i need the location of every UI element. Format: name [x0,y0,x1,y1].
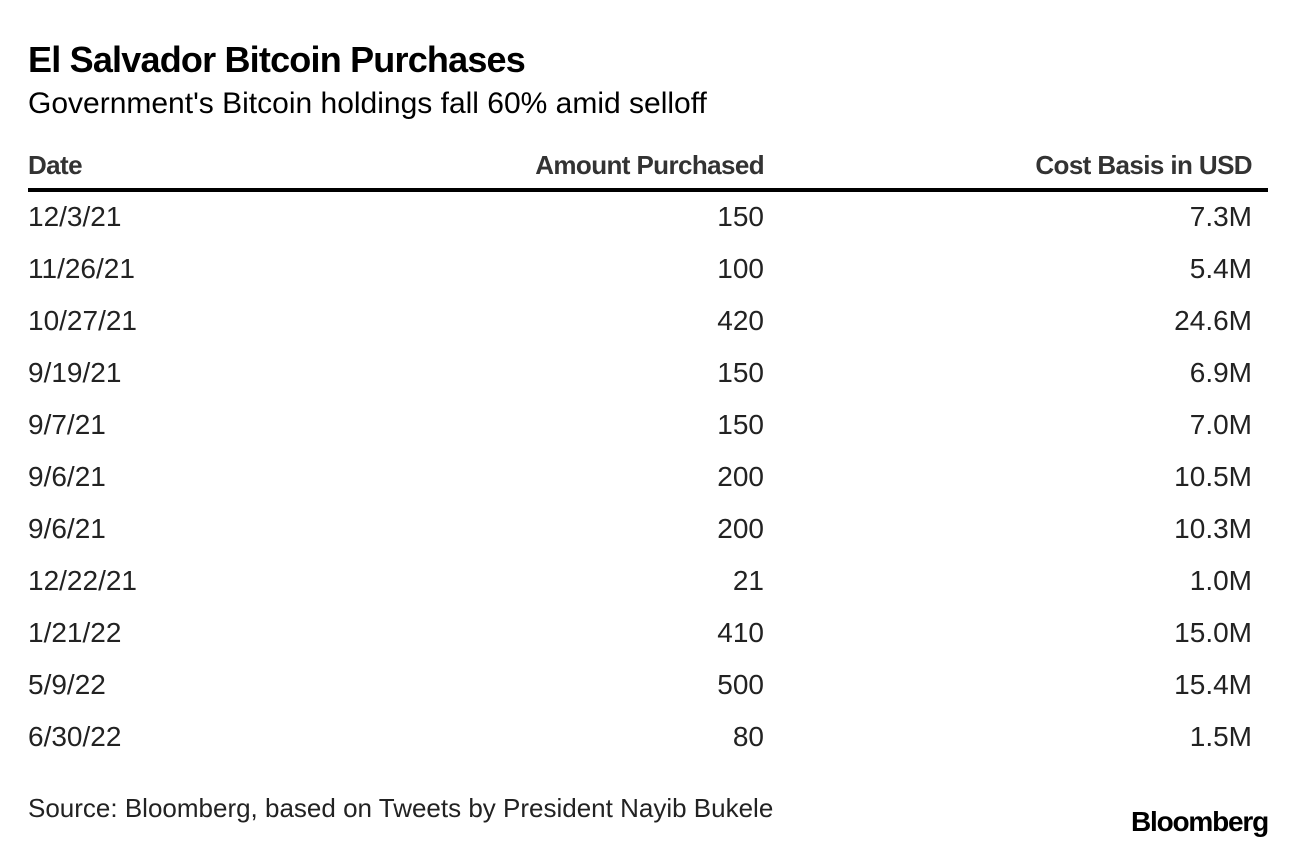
table-body: 12/3/21 150 7.3M 11/26/21 100 5.4M 10/27/21 420… [28,192,1268,764]
cell-amount-purchased: 410 [717,617,764,648]
table-header: Date Amount Purchased Cost Basis in USD [28,140,1268,192]
cell-cost-basis: 10.5M [1174,461,1252,492]
header-amount-purchased: Amount Purchased [535,150,764,180]
cell-cost-basis: 7.3M [1189,201,1252,232]
header-date: Date [28,150,83,180]
cell-date: 12/22/21 [28,565,137,596]
cell-date: 12/3/21 [28,201,122,232]
bloomberg-logo: Bloomberg [1131,806,1269,837]
cell-amount-purchased: 80 [732,721,764,752]
chart-subtitle: Government's Bitcoin holdings fall 60% a… [28,87,707,120]
cell-amount-purchased: 200 [717,461,764,492]
cell-date: 10/27/21 [28,305,137,336]
table-row: 1/21/22 410 15.0M [28,608,1268,660]
header-cost-basis: Cost Basis in USD [1035,150,1252,180]
cell-amount-purchased: 200 [717,513,764,544]
cell-cost-basis: 15.0M [1174,617,1252,648]
source-note: Source: Bloomberg, based on Tweets by Pr… [28,793,774,823]
chart-title: El Salvador Bitcoin Purchases [28,39,526,80]
cell-date: 9/7/21 [28,409,106,440]
table-row: 9/6/21 200 10.5M [28,452,1268,504]
cell-date: 1/21/22 [28,617,122,648]
cell-cost-basis: 1.0M [1189,565,1252,596]
cell-date: 9/6/21 [28,513,106,544]
cell-cost-basis: 5.4M [1189,253,1252,284]
cell-amount-purchased: 100 [717,253,764,284]
cell-amount-purchased: 150 [717,201,764,232]
cell-date: 9/6/21 [28,461,106,492]
cell-date: 9/19/21 [28,357,122,388]
cell-cost-basis: 24.6M [1174,305,1252,336]
table-row: 9/19/21 150 6.9M [28,348,1268,400]
cell-cost-basis: 10.3M [1174,513,1252,544]
table-row: 12/3/21 150 7.3M [28,192,1268,244]
table-row: 5/9/22 500 15.4M [28,660,1268,712]
cell-amount-purchased: 500 [717,669,764,700]
cell-date: 11/26/21 [28,253,135,284]
cell-amount-purchased: 420 [717,305,764,336]
cell-date: 5/9/22 [28,669,106,700]
cell-date: 6/30/22 [28,721,122,752]
table-row: 9/7/21 150 7.0M [28,400,1268,452]
cell-amount-purchased: 150 [717,357,764,388]
purchases-table: Date Amount Purchased Cost Basis in USD … [28,140,1268,764]
table-row: 12/22/21 21 1.0M [28,556,1268,608]
cell-cost-basis: 7.0M [1189,409,1252,440]
cell-cost-basis: 6.9M [1189,357,1252,388]
table-row: 11/26/21 100 5.4M [28,244,1268,296]
table-row: 10/27/21 420 24.6M [28,296,1268,348]
cell-cost-basis: 15.4M [1174,669,1252,700]
cell-amount-purchased: 21 [732,565,764,596]
cell-amount-purchased: 150 [717,409,764,440]
table-row: 9/6/21 200 10.3M [28,504,1268,556]
cell-cost-basis: 1.5M [1189,721,1252,752]
table-row: 6/30/22 80 1.5M [28,712,1268,764]
